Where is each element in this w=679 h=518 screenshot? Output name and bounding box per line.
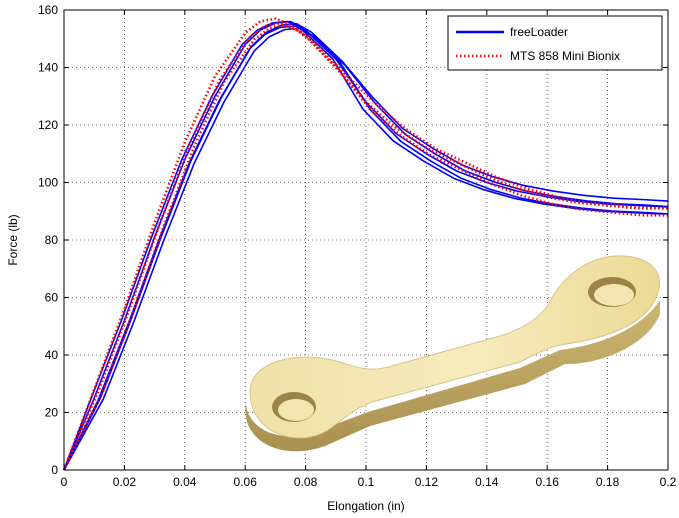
series-line xyxy=(63,20,666,471)
series-line xyxy=(63,22,669,471)
x-tick-label: 0.14 xyxy=(475,475,499,489)
y-tick-label: 0 xyxy=(51,463,58,477)
y-tick-label: 60 xyxy=(45,291,59,305)
y-tick-label: 100 xyxy=(38,176,58,190)
y-tick-label: 140 xyxy=(38,61,58,75)
y-tick-label: 160 xyxy=(38,3,58,17)
x-tick-label: 0.02 xyxy=(113,475,137,489)
y-tick-label: 80 xyxy=(45,233,59,247)
x-tick-label: 0.18 xyxy=(596,475,620,489)
legend-box xyxy=(447,15,663,71)
x-axis-label: Elongation (in) xyxy=(327,499,404,513)
legend-label-mts: MTS 858 Mini Bionix xyxy=(510,49,620,63)
x-tick-label: 0.2 xyxy=(660,475,677,489)
series-layer xyxy=(62,17,669,471)
series-line xyxy=(62,24,668,471)
legend: freeLoader MTS 858 Mini Bionix xyxy=(447,15,663,71)
y-axis-label: Force (lb) xyxy=(6,214,20,265)
series-line xyxy=(62,21,668,471)
specimen-illustration xyxy=(245,255,661,452)
specimen-left-hole-floor xyxy=(278,399,314,421)
specimen-top xyxy=(249,255,661,439)
x-tick-label: 0.16 xyxy=(536,475,560,489)
x-tick-label: 0.12 xyxy=(415,475,439,489)
x-tick-label: 0.1 xyxy=(358,475,375,489)
series-freeloader xyxy=(63,20,669,471)
x-tick-label: 0.08 xyxy=(294,475,318,489)
legend-label-freeloader: freeLoader xyxy=(510,25,568,39)
y-tick-label: 20 xyxy=(45,406,59,420)
series-mts-858-mini-bionix xyxy=(62,17,668,471)
x-tick-label: 0.06 xyxy=(234,475,258,489)
axis-ticks: 0 0.02 0.04 0.06 0.08 0.1 0.12 0.14 0.16 0.18 0.2 0… xyxy=(38,3,677,489)
y-tick-label: 40 xyxy=(45,348,59,362)
series-line xyxy=(62,17,668,471)
x-tick-label: 0.04 xyxy=(173,475,197,489)
specimen-right-hole-floor xyxy=(594,284,634,306)
x-tick-label: 0 xyxy=(61,475,68,489)
y-tick-label: 120 xyxy=(38,118,58,132)
